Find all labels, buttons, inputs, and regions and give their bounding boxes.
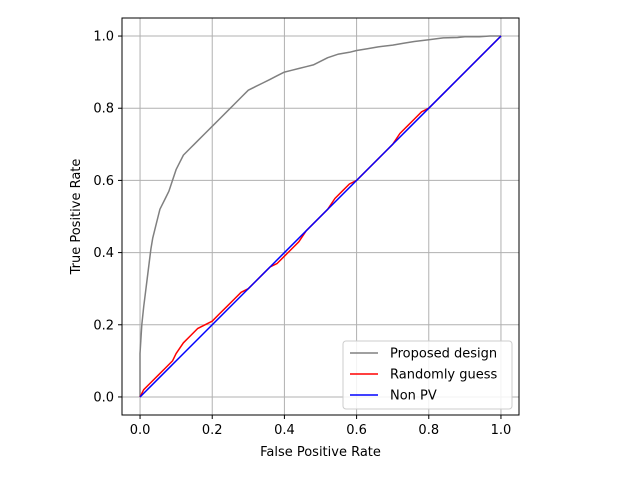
x-axis-label: False Positive Rate <box>260 445 381 460</box>
x-tick-label: 0.0 <box>130 423 151 438</box>
y-tick-label: 0.2 <box>93 318 114 333</box>
legend-label-non-pv: Non PV <box>390 389 437 404</box>
x-tick-label: 0.6 <box>346 423 367 438</box>
x-tick-label: 1.0 <box>491 423 512 438</box>
series-layer <box>139 35 502 398</box>
y-tick-label: 0.6 <box>93 174 114 189</box>
y-tick-label: 0.4 <box>93 246 114 261</box>
plot-frame <box>121 17 520 416</box>
y-tick-label: 1.0 <box>93 30 114 45</box>
ticks: 0.0 0.2 0.4 0.6 0.8 1.0 0.0 0.2 0.4 0.6 0.8 1.0 <box>93 30 511 438</box>
x-tick-label: 0.8 <box>418 423 439 438</box>
legend-label-proposed-design: Proposed design <box>390 347 497 362</box>
x-tick-label: 0.4 <box>274 423 295 438</box>
y-tick-label: 0.0 <box>93 390 114 405</box>
legend-box <box>342 340 513 410</box>
legend-label-randomly-guess: Randomly guess <box>390 368 498 383</box>
x-tick-label: 0.2 <box>202 423 223 438</box>
series-line-non-pv <box>139 35 502 398</box>
legend: Proposed design Randomly guess Non PV <box>342 340 513 410</box>
y-tick-label: 0.8 <box>93 102 114 117</box>
grid <box>122 18 519 415</box>
series-line-proposed-design <box>139 35 501 397</box>
y-axis-label: True Positive Rate <box>69 159 84 276</box>
